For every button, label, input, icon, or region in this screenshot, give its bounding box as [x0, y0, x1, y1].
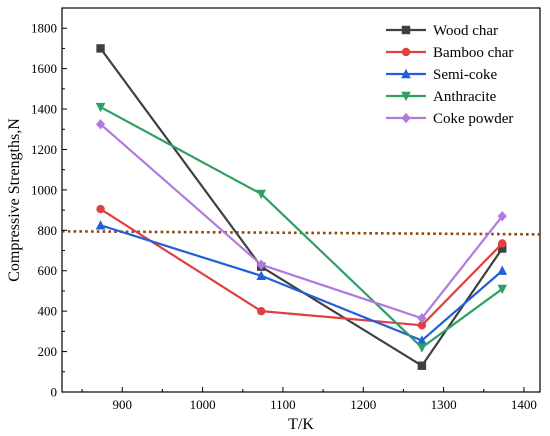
x-tick-label: 1400: [511, 397, 537, 412]
y-tick-label: 600: [38, 263, 58, 278]
series-line-bamboo-char: [99, 208, 504, 327]
y-tick-label: 1400: [31, 102, 57, 117]
y-tick-label: 400: [38, 304, 58, 319]
legend-marker: [401, 47, 411, 57]
y-axis-title: Compressive Strengths,N: [6, 118, 23, 282]
x-tick-label: 1100: [270, 397, 296, 412]
x-tick-label: 1200: [350, 397, 376, 412]
legend-marker: [401, 25, 411, 35]
legend-item-wood-char: Wood char: [386, 23, 498, 39]
y-tick-label: 1600: [31, 61, 57, 76]
data-point-bamboo-char: [96, 204, 105, 214]
legend: Wood char Bamboo char Semi-coke Anthracite C…: [386, 23, 513, 127]
data-point-wood-char: [417, 361, 427, 370]
series-bamboo-char: [96, 204, 507, 330]
axis-layer: 900 1000 1100 1200 1300 1400 0 200 400 600 800 1000…: [31, 7, 537, 412]
legend-label: Bamboo char: [433, 45, 513, 61]
legend-item-bamboo-char: Bamboo char: [386, 45, 513, 61]
data-point-semi-coke: [256, 270, 267, 280]
legend-marker: [401, 112, 411, 124]
data-point-coke-powder: [497, 210, 507, 222]
x-tick-label: 900: [113, 397, 133, 412]
y-tick-label: 800: [38, 223, 58, 238]
data-point-wood-char: [96, 44, 105, 53]
data-point-anthracite: [497, 284, 508, 295]
y-tick-label: 200: [38, 344, 58, 359]
y-tick-label: 1800: [31, 21, 57, 36]
data-point-bamboo-char: [498, 239, 507, 248]
data-point-coke-powder: [417, 313, 427, 324]
data-point-coke-powder: [256, 259, 266, 270]
data-point-semi-coke: [497, 265, 508, 275]
legend-label: Wood char: [433, 23, 498, 39]
legend-label: Anthracite: [433, 89, 497, 105]
series-line-semi-coke: [100, 224, 503, 342]
series-line-coke-powder: [99, 123, 504, 320]
data-point-wood-char: [498, 244, 507, 253]
series-line-wood-char: [99, 47, 504, 367]
y-tick-label: 1000: [31, 182, 57, 197]
series-layer: [95, 44, 508, 370]
y-tick-label: 0: [51, 385, 58, 400]
y-tick-label: 1200: [31, 142, 57, 157]
legend-marker: [401, 91, 411, 102]
data-point-semi-coke: [95, 220, 106, 230]
data-point-anthracite: [95, 102, 106, 113]
legend-marker: [401, 68, 411, 79]
data-point-bamboo-char: [257, 306, 266, 316]
plot-area: [61, 7, 541, 393]
data-point-anthracite: [256, 189, 267, 200]
legend-label: Coke powder: [433, 111, 513, 127]
x-axis-title: T/K: [288, 416, 314, 433]
series-semi-coke: [95, 220, 508, 345]
legend-item-coke-powder: Coke powder: [386, 111, 513, 127]
data-point-coke-powder: [95, 119, 106, 130]
series-line-anthracite: [100, 106, 503, 349]
legend-item-anthracite: Anthracite: [386, 89, 497, 105]
legend-label: Semi-coke: [433, 67, 497, 83]
x-tick-label: 1000: [190, 397, 216, 412]
series-anthracite: [95, 102, 508, 353]
x-tick-label: 1300: [431, 397, 457, 412]
data-point-semi-coke: [417, 335, 427, 345]
series-coke-powder: [95, 119, 507, 324]
legend-item-semi-coke: Semi-coke: [386, 67, 497, 83]
data-point-bamboo-char: [417, 321, 427, 330]
data-point-anthracite: [417, 343, 427, 353]
